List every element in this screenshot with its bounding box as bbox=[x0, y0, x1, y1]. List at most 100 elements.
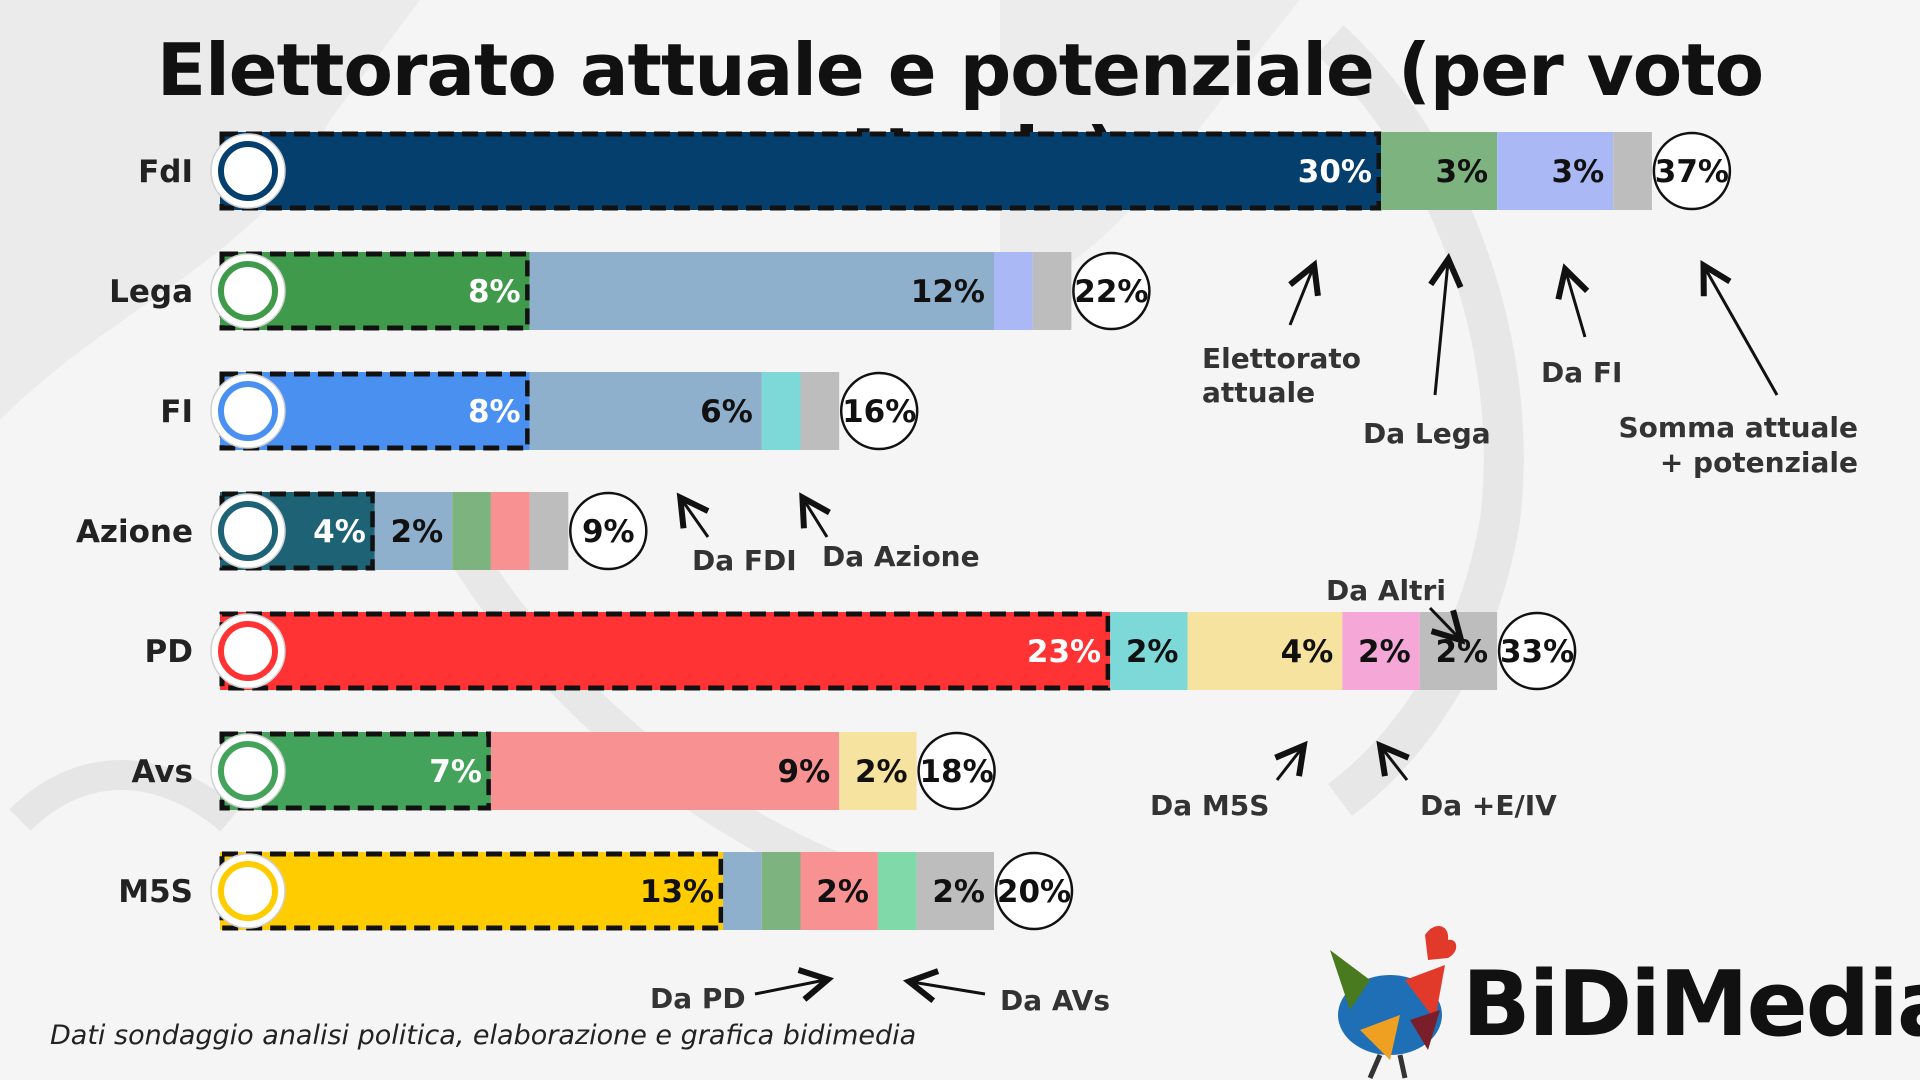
bar-row-pd: PD 23% 2% 4% 2% 2% 33% bbox=[145, 611, 1577, 691]
potential-value-label-azione-da-fdi: 2% bbox=[391, 514, 444, 550]
total-value-label-azione: 9% bbox=[582, 514, 635, 550]
potential-value-label-pd-da-azione: 2% bbox=[1126, 634, 1179, 670]
potential-segment-lega-da-fdi bbox=[529, 252, 994, 330]
anno-da-m5s: Da M5S bbox=[1150, 789, 1269, 822]
current-segment-outline-avs bbox=[219, 731, 492, 811]
potential-segment-m5s-da-altri bbox=[916, 852, 994, 930]
total-circle-lega bbox=[1072, 251, 1151, 331]
potential-value-label-fdi-da-fi: 3% bbox=[1552, 154, 1605, 190]
brand-name: BiDiMedia bbox=[1462, 952, 1920, 1057]
total-circle-azione bbox=[569, 491, 648, 571]
arrow-somma bbox=[1705, 268, 1779, 396]
potential-segment-fi-da-altri bbox=[800, 372, 840, 450]
anno-da-lega: Da Lega bbox=[1363, 417, 1491, 450]
current-segment-pd bbox=[220, 612, 1111, 690]
total-circle-m5s bbox=[994, 851, 1074, 931]
bar-row-fdi: FdI 30% 3% 3% 37% bbox=[138, 131, 1732, 211]
potential-segment-fi-da-fdi bbox=[529, 372, 762, 450]
potential-segment-m5s-da-avs bbox=[877, 852, 917, 930]
potential-value-label-m5s-da-altri: 2% bbox=[932, 874, 985, 910]
arrow-da-avs bbox=[912, 982, 986, 994]
potential-segment-m5s-da-pd bbox=[800, 852, 878, 930]
potential-segment-lega-da-altri bbox=[1032, 252, 1072, 330]
potential-segment-pd-da-azione bbox=[1110, 612, 1188, 690]
party-logo-ring-m5s bbox=[218, 861, 278, 921]
total-circle-avs bbox=[917, 731, 996, 811]
anno-da-pd: Da PD bbox=[650, 982, 746, 1015]
anno-somma-line1: Somma attuale bbox=[1619, 411, 1858, 444]
potential-segment-fdi-da-fi bbox=[1497, 132, 1614, 210]
party-logo-ring-avs bbox=[218, 741, 278, 801]
current-value-label-azione: 4% bbox=[313, 514, 366, 550]
potential-segment-pd-da-e-iv bbox=[1342, 612, 1420, 690]
bar-row-fi: FI 8% 6% 16% bbox=[160, 371, 919, 451]
potential-value-label-m5s-da-pd: 2% bbox=[816, 874, 869, 910]
party-label-azione: Azione bbox=[76, 514, 193, 550]
svg-text:Somma attuale+ potenziale: Somma attuale + potenziale bbox=[1619, 411, 1858, 479]
rooster-logo-icon bbox=[1330, 925, 1457, 1079]
potential-value-label-pd-da-altri: 2% bbox=[1435, 634, 1488, 670]
potential-value-label-lega-da-fdi: 12% bbox=[911, 274, 985, 310]
anno-da-avs: Da AVs bbox=[1000, 984, 1110, 1017]
anno-da-plus-e-iv: Da +E/IV bbox=[1420, 789, 1557, 822]
current-value-label-m5s: 13% bbox=[640, 874, 714, 910]
potential-segment-avs-da-m5s bbox=[839, 732, 917, 810]
party-label-lega: Lega bbox=[109, 274, 193, 310]
arrow-da-m5s bbox=[1277, 748, 1302, 781]
party-label-m5s: M5S bbox=[118, 874, 193, 910]
potential-segment-pd-da-m5s bbox=[1187, 612, 1343, 690]
total-circle-fi bbox=[839, 371, 919, 451]
total-circle-pd bbox=[1497, 611, 1577, 691]
arrow-da-azione bbox=[804, 500, 827, 538]
anno-da-altri: Da Altri bbox=[1326, 574, 1446, 607]
annotation-labels: Elettorato attuale Da Lega Da FI Somma at… bbox=[650, 342, 1858, 1017]
bar-row-m5s: M5S 13% 2% 2% 20% bbox=[118, 851, 1074, 931]
party-label-avs: Avs bbox=[131, 754, 193, 790]
anno-da-fdi: Da FDI bbox=[692, 544, 797, 577]
anno-somma-line2: + potenziale bbox=[1660, 446, 1858, 479]
source-note: Dati sondaggio analisi politica, elabora… bbox=[50, 1020, 917, 1051]
potential-segment-azione-da-pd bbox=[490, 492, 530, 570]
current-value-label-avs: 7% bbox=[429, 754, 482, 790]
total-value-label-fdi: 37% bbox=[1655, 154, 1729, 190]
total-value-label-pd: 33% bbox=[1500, 634, 1574, 670]
party-label-fdi: FdI bbox=[138, 154, 193, 190]
total-value-label-m5s: 20% bbox=[997, 874, 1071, 910]
potential-segment-lega-da-fi bbox=[994, 252, 1033, 330]
potential-value-label-pd-da-e-iv: 2% bbox=[1358, 634, 1411, 670]
total-value-label-fi: 16% bbox=[842, 394, 916, 430]
anno-elettorato-attuale-line1: Elettorato bbox=[1202, 342, 1361, 375]
bar-row-lega: Lega 8% 12% 22% bbox=[109, 251, 1151, 331]
annotation-arrows bbox=[682, 262, 1779, 994]
potential-segment-fdi-da-altri bbox=[1613, 132, 1652, 210]
potential-segment-azione-da-lega bbox=[452, 492, 491, 570]
party-logo-ring-lega bbox=[218, 261, 278, 321]
arrow-da-plus-e-iv bbox=[1382, 748, 1407, 781]
potential-segment-fi-da-azione bbox=[761, 372, 801, 450]
total-circle-fdi bbox=[1652, 131, 1732, 211]
potential-segment-m5s-da-lega bbox=[761, 852, 801, 930]
potential-value-label-fdi-da-lega: 3% bbox=[1435, 154, 1488, 190]
potential-segment-azione-da-altri bbox=[529, 492, 569, 570]
party-logo-ring-fi bbox=[218, 381, 278, 441]
party-logo-ring-azione bbox=[218, 501, 278, 561]
bar-row-azione: Azione 4% 2% 9% bbox=[76, 491, 648, 571]
party-logo-ring-fdi bbox=[218, 141, 278, 201]
potential-value-label-avs-da-pd: 9% bbox=[778, 754, 831, 790]
potential-segment-avs-da-pd bbox=[490, 732, 840, 810]
current-value-label-fdi: 30% bbox=[1298, 154, 1372, 190]
bar-row-avs: Avs 7% 9% 2% 18% bbox=[131, 731, 996, 811]
anno-elettorato-attuale-line2: attuale bbox=[1202, 376, 1315, 409]
potential-segment-azione-da-fdi bbox=[374, 492, 453, 570]
arrow-da-lega bbox=[1435, 262, 1448, 396]
arrow-da-fdi bbox=[682, 500, 708, 538]
arrow-da-pd bbox=[754, 980, 825, 994]
anno-da-azione: Da Azione bbox=[822, 540, 980, 573]
current-value-label-lega: 8% bbox=[468, 274, 521, 310]
anno-da-fi: Da FI bbox=[1541, 356, 1622, 389]
arrow-da-altri bbox=[1428, 606, 1459, 638]
current-segment-fdi bbox=[220, 132, 1381, 210]
